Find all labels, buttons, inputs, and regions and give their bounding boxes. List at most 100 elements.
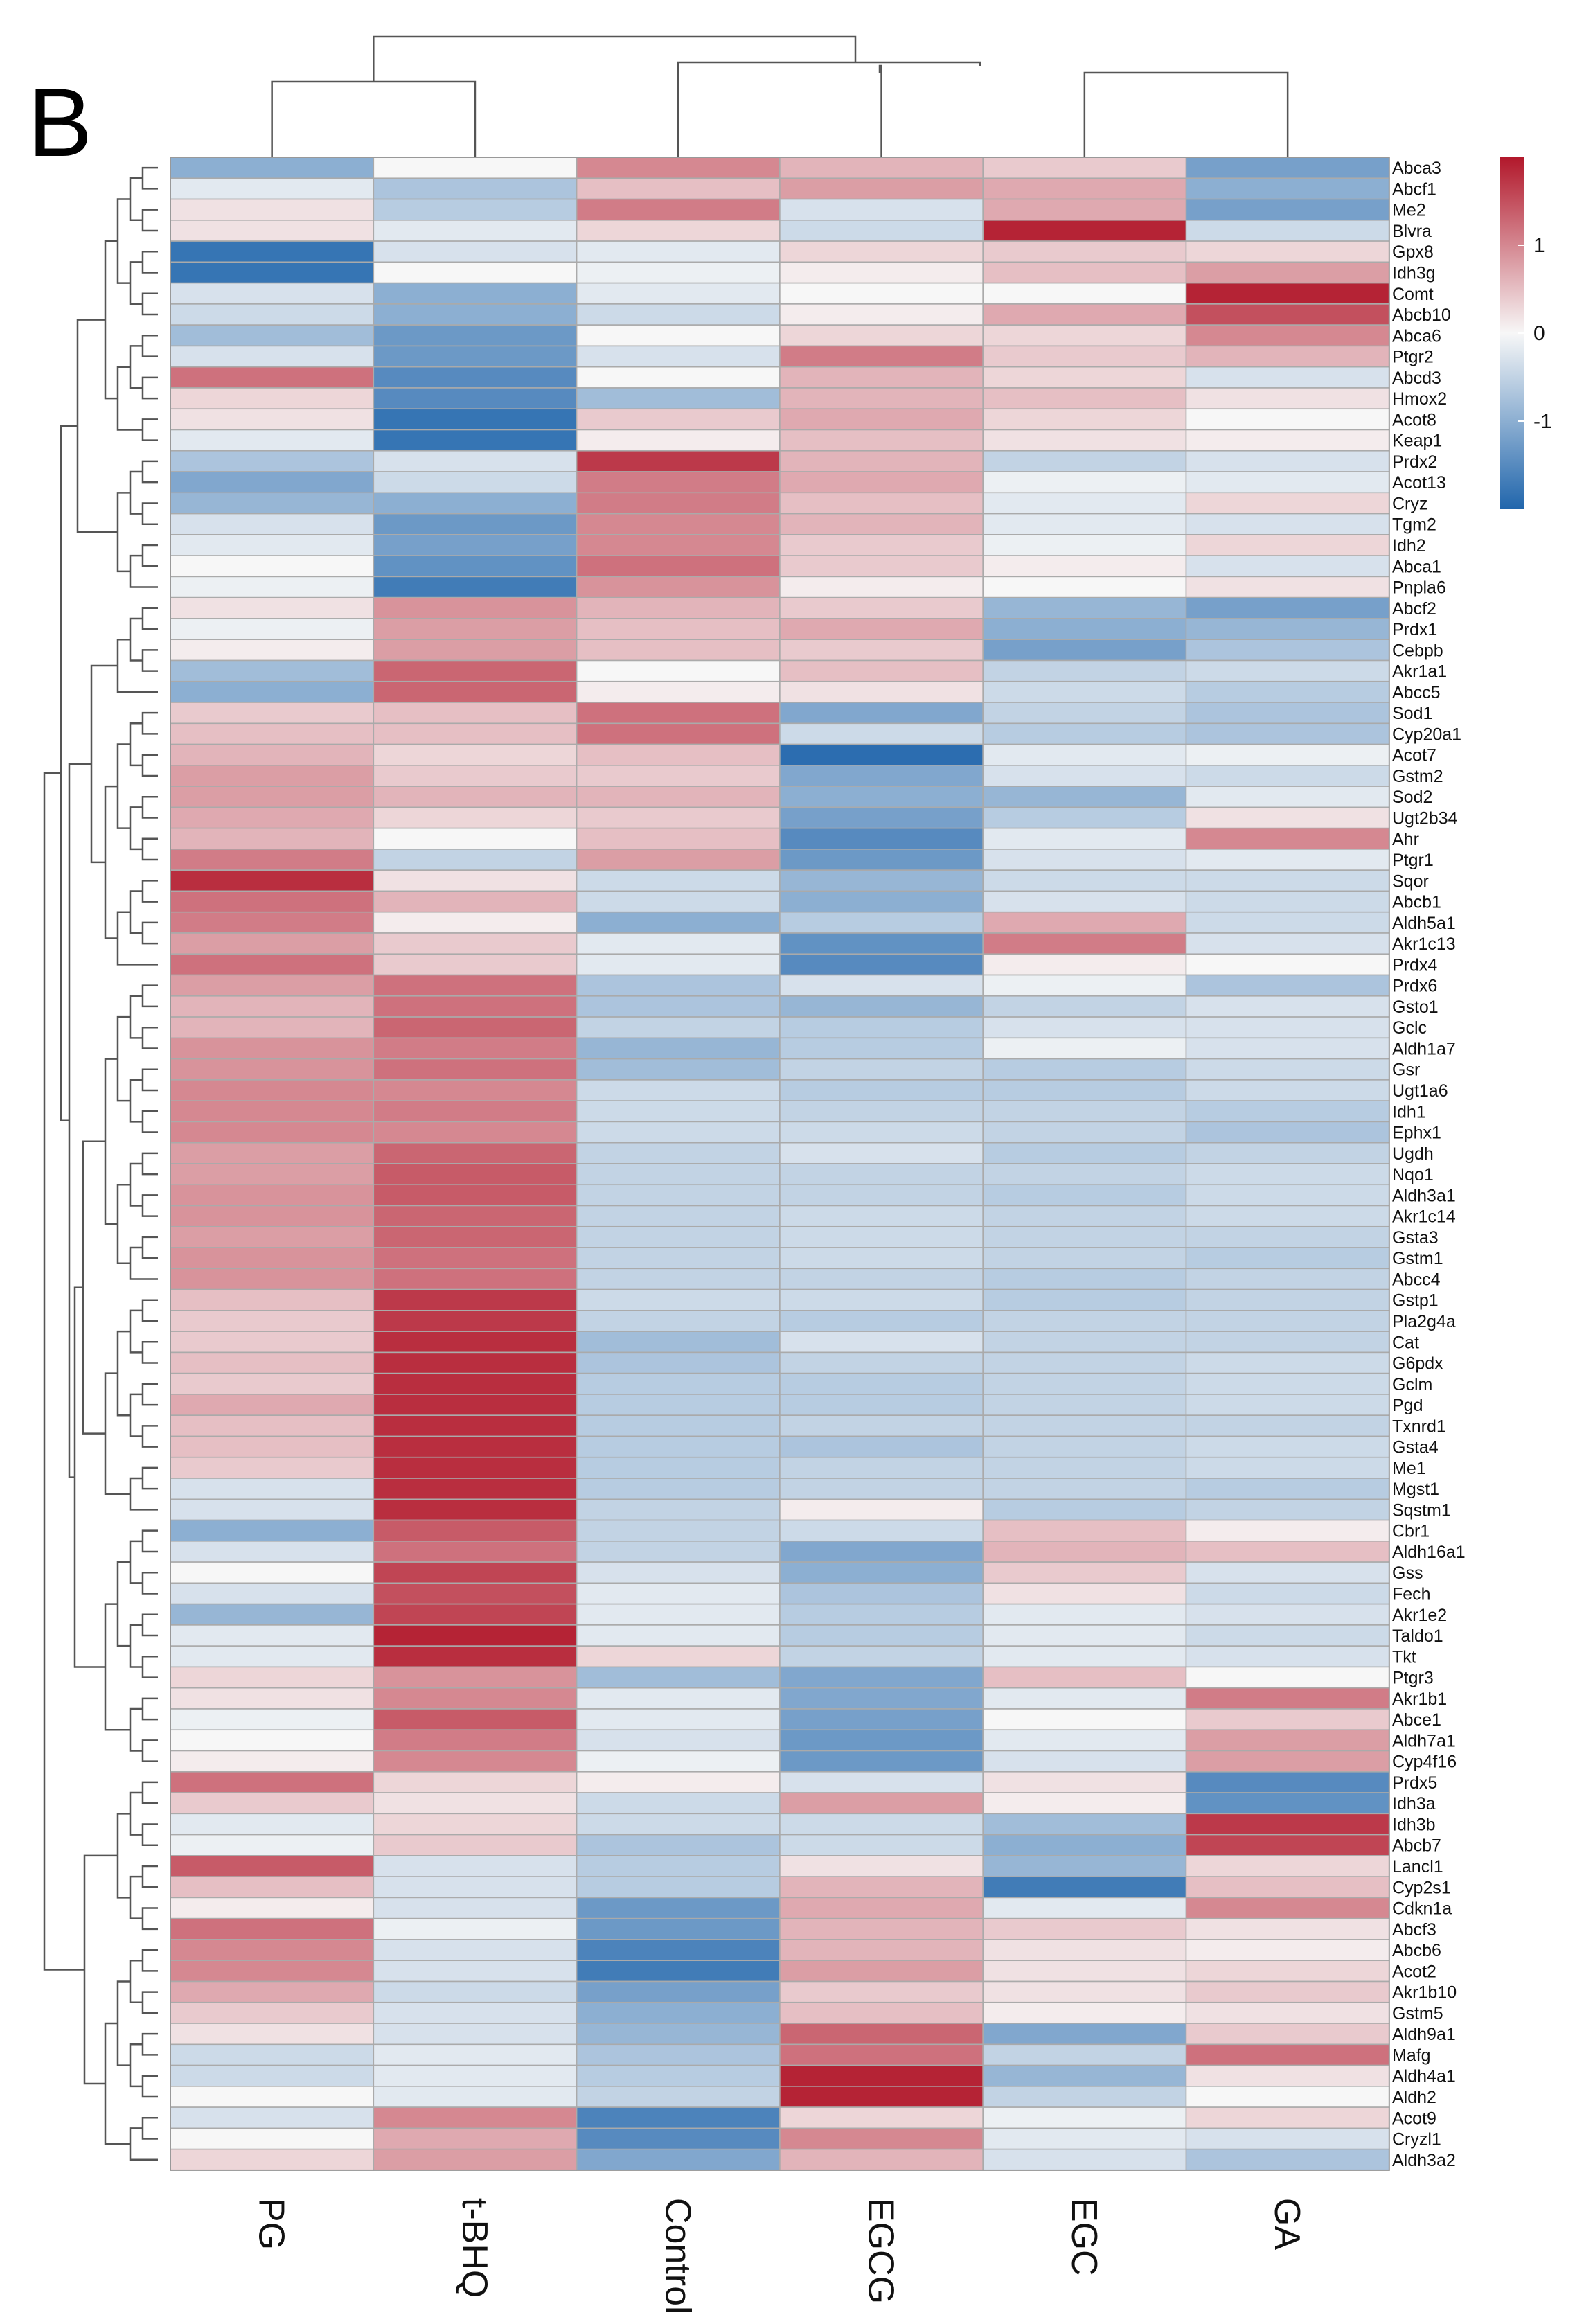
row-dendrogram-link — [141, 1991, 158, 2014]
cell-cryzl1-t-bhq — [373, 2127, 578, 2150]
cell-aldh16a1-pg — [170, 1541, 375, 1563]
column-dendrogram-link — [271, 80, 477, 157]
row-label: Abca1 — [1392, 557, 1441, 576]
cell-tkt-t-bhq — [373, 1645, 578, 1668]
cell-abcb6-egc — [982, 1939, 1187, 1962]
cell-ptgr2-pg — [170, 345, 375, 368]
cell-cat-control — [576, 1331, 781, 1354]
row-dendrogram-link — [141, 1026, 158, 1049]
row-dendrogram-link — [129, 1309, 143, 1354]
cell-abcb7-egc — [982, 1834, 1187, 1856]
cell-me1-egc — [982, 1456, 1187, 1479]
cell-pla2g4a-pg — [170, 1310, 375, 1332]
cell-gstp1-egc — [982, 1288, 1187, 1311]
row-label: Ephx1 — [1392, 1124, 1441, 1143]
cell-txnrd1-ga — [1185, 1414, 1390, 1437]
cell-ugt2b34-control — [576, 806, 781, 829]
cell-cdkn1a-t-bhq — [373, 1897, 578, 1919]
cell-acot2-t-bhq — [373, 1960, 578, 1983]
row-dendrogram-link — [129, 806, 143, 851]
cell-cryz-pg — [170, 492, 375, 515]
cell-aldh2-pg — [170, 2086, 375, 2108]
row-dendrogram-link — [129, 177, 143, 222]
cell-akr1b1-t-bhq — [373, 1687, 578, 1710]
column-dendrogram-link — [677, 61, 981, 157]
cell-gsta4-ga — [1185, 1435, 1390, 1458]
cell-abcf1-t-bhq — [373, 177, 578, 200]
cell-gsta3-ga — [1185, 1225, 1390, 1248]
cell-idh1-t-bhq — [373, 1100, 578, 1123]
cell-abce1-control — [576, 1708, 781, 1731]
cell-gclc-egcg — [779, 1016, 984, 1039]
cell-ephx1-control — [576, 1121, 781, 1144]
row-dendrogram-link — [129, 1791, 143, 1836]
cell-abcf2-t-bhq — [373, 596, 578, 619]
cell-idh3a-pg — [170, 1792, 375, 1815]
cell-gsr-egc — [982, 1058, 1187, 1081]
row-dendrogram-link — [116, 492, 130, 573]
cell-lancl1-pg — [170, 1855, 375, 1877]
cell-abcc5-control — [576, 680, 781, 703]
cell-mgst1-control — [576, 1478, 781, 1500]
cell-aldh2-egcg — [779, 2086, 984, 2108]
row-label: Ahr — [1392, 830, 1419, 849]
cell-acot8-egcg — [779, 408, 984, 431]
cell-gstm2-pg — [170, 765, 375, 787]
cell-prdx2-ga — [1185, 450, 1390, 472]
cell-tgm2-t-bhq — [373, 513, 578, 535]
row-label: Aldh16a1 — [1392, 1543, 1466, 1562]
cell-cat-pg — [170, 1331, 375, 1354]
cell-ugt2b34-pg — [170, 806, 375, 829]
row-label: Akr1c14 — [1392, 1207, 1456, 1227]
row-label: Aldh4a1 — [1392, 2067, 1456, 2086]
row-dendrogram-link — [104, 1058, 118, 1225]
cell-akr1c14-control — [576, 1205, 781, 1227]
row-dendrogram-link — [73, 1286, 105, 1668]
cell-gclc-egc — [982, 1016, 1187, 1039]
cell-akr1b1-egcg — [779, 1687, 984, 1710]
cell-sod2-control — [576, 786, 781, 808]
cell-akr1e2-t-bhq — [373, 1603, 578, 1626]
cell-gsto1-pg — [170, 995, 375, 1018]
cell-abca1-t-bhq — [373, 555, 578, 578]
cell-gsta4-pg — [170, 1435, 375, 1458]
cell-gclm-egcg — [779, 1372, 984, 1395]
row-label: Idh3b — [1392, 1815, 1436, 1834]
row-label: Cryzl1 — [1392, 2130, 1441, 2149]
cell-pgd-egc — [982, 1394, 1187, 1417]
cell-txnrd1-egc — [982, 1414, 1187, 1437]
cell-gsr-ga — [1185, 1058, 1390, 1081]
cell-idh3g-pg — [170, 261, 375, 284]
cell-g6pdx-egc — [982, 1351, 1187, 1374]
row-label: Gsr — [1392, 1061, 1420, 1080]
cell-abce1-egc — [982, 1708, 1187, 1731]
cell-gstp1-t-bhq — [373, 1288, 578, 1311]
cell-aldh3a2-t-bhq — [373, 2148, 578, 2171]
cell-prdx1-ga — [1185, 618, 1390, 641]
cell-abcb6-pg — [170, 1939, 375, 1962]
row-dendrogram-link — [129, 1246, 158, 1280]
row-dendrogram-link — [141, 1613, 158, 1637]
row-dendrogram-link — [141, 2075, 158, 2098]
color-legend: 1 0 -1 — [1500, 157, 1552, 509]
cell-gpx8-egc — [982, 240, 1187, 263]
row-label: Abcc5 — [1392, 683, 1440, 702]
cell-aldh3a1-egcg — [779, 1184, 984, 1207]
cell-abcf2-pg — [170, 596, 375, 619]
cell-keap1-egcg — [779, 429, 984, 452]
cell-acot9-t-bhq — [373, 2106, 578, 2129]
cell-akr1b1-pg — [170, 1687, 375, 1710]
column-labels: PG t-BHQ Control EGCG EGC GA — [251, 2198, 1308, 2314]
cell-abcc4-control — [576, 1268, 781, 1290]
cell-cryzl1-control — [576, 2127, 781, 2150]
cell-fech-control — [576, 1582, 781, 1605]
cell-nqo1-t-bhq — [373, 1163, 578, 1186]
row-label: Sod2 — [1392, 788, 1432, 807]
cell-aldh1a7-ga — [1185, 1037, 1390, 1060]
cell-acot2-egcg — [779, 1960, 984, 1983]
cell-gsto1-egc — [982, 995, 1187, 1018]
cell-prdx1-t-bhq — [373, 618, 578, 641]
cell-idh2-t-bhq — [373, 534, 578, 556]
cell-akr1a1-pg — [170, 659, 375, 682]
cell-tkt-egc — [982, 1645, 1187, 1668]
